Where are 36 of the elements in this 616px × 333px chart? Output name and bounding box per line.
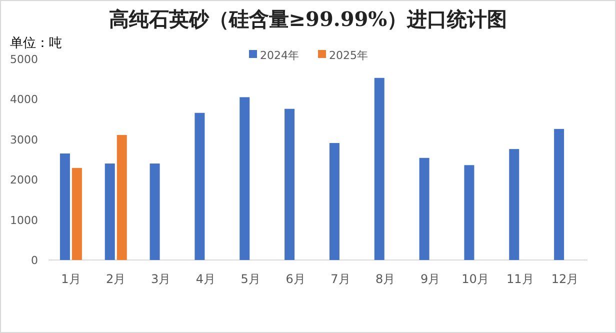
- legend-label: 2025年: [329, 49, 368, 62]
- x-tick-label: 7月: [330, 272, 350, 286]
- y-tick-label: 3000: [10, 133, 38, 146]
- y-tick-label: 5000: [10, 53, 38, 66]
- x-tick-label: 11月: [506, 272, 534, 286]
- bar: [72, 168, 82, 260]
- y-tick-label: 0: [31, 254, 38, 267]
- y-tick-label: 1000: [10, 214, 38, 227]
- y-axis-title: 单位：吨: [10, 36, 62, 51]
- y-tick-label: 4000: [10, 93, 38, 106]
- x-tick-label: 5月: [240, 272, 260, 286]
- legend-label: 2024年: [260, 49, 299, 62]
- bar: [554, 128, 564, 260]
- x-tick-label: 3月: [150, 272, 171, 286]
- bar: [150, 164, 160, 260]
- chart-title: 高纯石英砂（硅含量≥99.99%）进口统计图: [108, 7, 508, 31]
- x-tick-label: 2月: [106, 272, 126, 286]
- bar: [240, 97, 250, 260]
- y-tick-label: 2000: [10, 174, 38, 187]
- bar: [419, 158, 430, 260]
- x-tick-label: 12月: [551, 272, 579, 286]
- bar: [284, 108, 295, 260]
- x-tick-label: 10月: [462, 272, 489, 286]
- bar: [60, 153, 70, 260]
- x-tick-label: 1月: [61, 272, 81, 286]
- bar: [116, 134, 127, 260]
- x-tick-label: 8月: [376, 272, 396, 286]
- bar: [104, 164, 115, 260]
- bar: [464, 165, 474, 260]
- x-tick-label: 6月: [286, 272, 306, 286]
- x-tick-label: 9月: [420, 272, 440, 286]
- bar: [509, 149, 520, 260]
- bar: [374, 78, 384, 260]
- bar: [329, 143, 340, 260]
- bar: [194, 112, 205, 260]
- x-tick-label: 4月: [196, 272, 216, 286]
